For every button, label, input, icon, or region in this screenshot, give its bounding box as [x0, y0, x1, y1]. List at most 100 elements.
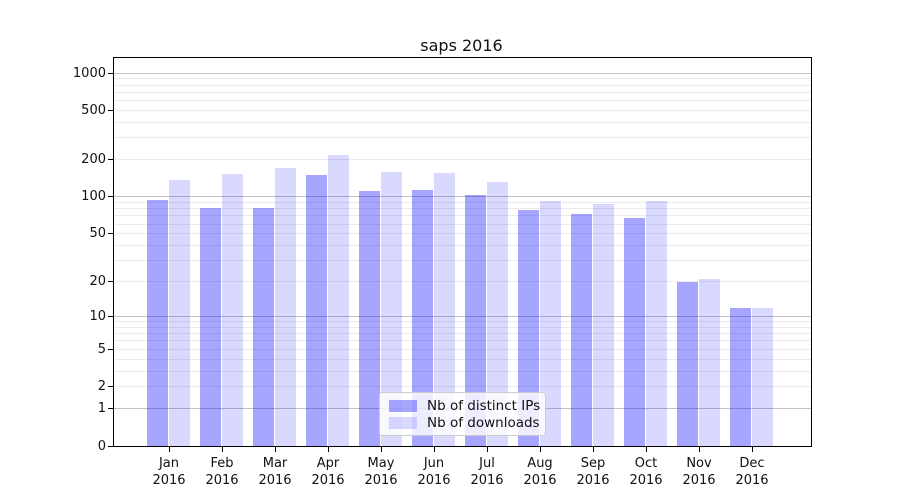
gridline-minor	[114, 109, 811, 111]
legend-swatch-downloads	[389, 417, 417, 429]
x-tick-label: Feb 2016	[205, 456, 239, 488]
bar-downloads	[593, 204, 614, 446]
y-tick-label: 50	[89, 226, 106, 242]
bar-distinct-ips	[571, 214, 592, 446]
legend-item-distinct-ips: Nb of distinct IPs	[389, 398, 540, 414]
gridline-minor	[114, 223, 811, 225]
bar-downloads	[752, 307, 773, 446]
bar-downloads	[699, 279, 720, 446]
legend-item-downloads: Nb of downloads	[389, 415, 540, 431]
gridline-minor	[114, 84, 811, 86]
y-tick-mark	[108, 159, 114, 161]
gridline-major	[114, 316, 811, 318]
legend-swatch-distinct-ips	[389, 400, 417, 412]
bar-distinct-ips	[306, 175, 327, 446]
gridline-minor	[114, 159, 811, 161]
bar-distinct-ips	[200, 207, 221, 446]
x-tick-label: Dec 2016	[735, 456, 769, 488]
gridline-minor	[114, 358, 811, 360]
y-tick-label: 5	[97, 341, 106, 357]
gridline-minor	[114, 78, 811, 80]
x-tick-mark	[592, 447, 594, 452]
gridline-minor	[114, 121, 811, 123]
gridline-minor	[114, 91, 811, 93]
x-tick-mark	[539, 447, 541, 452]
bar-downloads	[540, 201, 561, 446]
bar-distinct-ips	[677, 281, 698, 446]
y-tick-label: 500	[81, 102, 106, 118]
x-tick-mark	[221, 447, 223, 452]
y-tick-mark	[108, 316, 114, 318]
bar-downloads	[487, 182, 508, 446]
y-tick-label: 1	[97, 401, 106, 417]
x-tick-label: Oct 2016	[629, 456, 663, 488]
x-tick-label: Sep 2016	[576, 456, 610, 488]
gridline-minor	[114, 281, 811, 283]
chart-title: saps 2016	[420, 36, 503, 55]
bar-distinct-ips	[147, 199, 168, 446]
gridline-minor	[114, 348, 811, 350]
gridline-minor	[114, 333, 811, 335]
x-tick-mark	[433, 447, 435, 452]
y-tick-label: 200	[81, 152, 106, 168]
y-tick-mark	[108, 233, 114, 235]
bar-distinct-ips	[253, 207, 274, 446]
x-tick-label: Apr 2016	[311, 456, 345, 488]
y-tick-label: 20	[89, 274, 106, 290]
y-tick-mark	[108, 445, 114, 447]
gridline-minor	[114, 321, 811, 323]
y-tick-label: 2	[97, 379, 106, 395]
gridline-major	[114, 196, 811, 198]
gridline-minor	[114, 340, 811, 342]
bar-downloads	[328, 154, 349, 446]
bar-downloads	[222, 173, 243, 446]
gridline-minor	[114, 137, 811, 139]
bar-downloads	[646, 201, 667, 446]
gridline-minor	[114, 100, 811, 102]
x-tick-mark	[274, 447, 276, 452]
legend-label-distinct-ips: Nb of distinct IPs	[427, 398, 541, 414]
y-tick-label: 1000	[72, 65, 106, 81]
y-tick-mark	[108, 348, 114, 350]
x-tick-mark	[751, 447, 753, 452]
gridline-minor	[114, 208, 811, 210]
bar-downloads	[434, 173, 455, 446]
gridline-minor	[114, 245, 811, 247]
x-tick-label: May 2016	[364, 456, 398, 488]
legend-label-downloads: Nb of downloads	[427, 415, 540, 431]
gridline-minor	[114, 260, 811, 262]
bar-distinct-ips	[359, 190, 380, 446]
bar-downloads	[381, 172, 402, 446]
bar-distinct-ips	[518, 210, 539, 446]
y-tick-mark	[108, 196, 114, 198]
x-tick-label: Nov 2016	[682, 456, 716, 488]
x-tick-mark	[380, 447, 382, 452]
x-tick-label: Mar 2016	[258, 456, 292, 488]
y-tick-label: 10	[89, 309, 106, 325]
x-tick-mark	[645, 447, 647, 452]
y-tick-mark	[108, 281, 114, 283]
bar-distinct-ips	[412, 190, 433, 446]
gridline-major	[114, 72, 811, 74]
gridline-minor	[114, 326, 811, 328]
gridline-minor	[114, 201, 811, 203]
x-tick-mark	[698, 447, 700, 452]
x-tick-label: Jan 2016	[152, 456, 186, 488]
x-tick-mark	[486, 447, 488, 452]
gridline-minor	[114, 233, 811, 235]
legend: Nb of distinct IPs Nb of downloads	[379, 392, 546, 436]
x-tick-label: Jun 2016	[417, 456, 451, 488]
y-tick-label: 100	[81, 189, 106, 205]
bar-distinct-ips	[624, 218, 645, 446]
bar-distinct-ips	[465, 194, 486, 446]
bar-downloads	[169, 179, 190, 446]
x-tick-label: Jul 2016	[470, 456, 504, 488]
y-tick-label: 0	[97, 438, 106, 454]
gridline-minor	[114, 386, 811, 388]
x-tick-mark	[327, 447, 329, 452]
y-tick-mark	[108, 109, 114, 111]
y-tick-mark	[108, 386, 114, 388]
gridline-minor	[114, 370, 811, 372]
gridline-minor	[114, 215, 811, 217]
